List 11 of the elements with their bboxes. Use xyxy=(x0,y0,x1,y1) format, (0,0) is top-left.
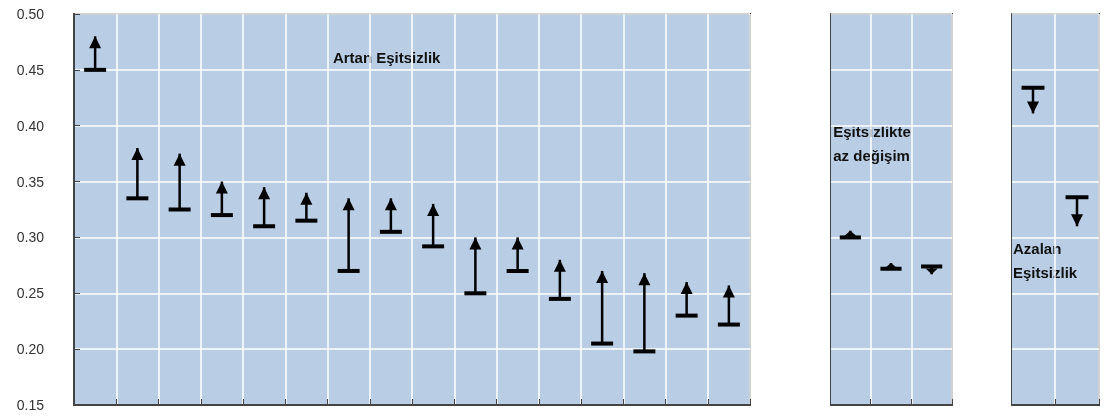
y-tick-label: 0.50 xyxy=(16,6,45,22)
annotation: Azalan Eşitsizlik xyxy=(1013,240,1078,282)
y-tick-label: 0.40 xyxy=(16,117,45,134)
annotation: Eşitsizlikte az değişim xyxy=(833,123,915,165)
y-tick-label: 0.35 xyxy=(16,173,45,190)
y-tick-label: 0.15 xyxy=(16,397,45,413)
annotation: Artan Eşitsizlik xyxy=(332,48,442,66)
y-tick-label: 0.20 xyxy=(16,341,45,358)
y-tick-label: 0.25 xyxy=(16,285,45,302)
y-tick-label: 0.30 xyxy=(16,229,45,246)
y-tick-label: 0.45 xyxy=(16,61,45,78)
